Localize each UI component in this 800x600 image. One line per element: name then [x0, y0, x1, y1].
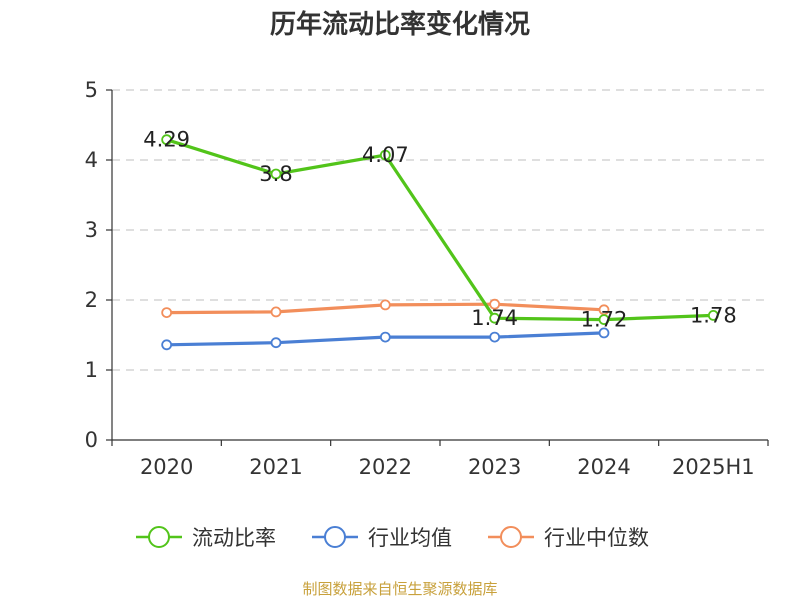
data-point[interactable]	[161, 307, 173, 319]
legend-marker	[148, 526, 170, 548]
y-tick-label: 5	[85, 78, 98, 102]
data-point[interactable]	[270, 306, 282, 318]
data-point[interactable]	[489, 331, 501, 343]
x-tick-label: 2022	[359, 455, 412, 479]
y-tick-label: 3	[85, 218, 98, 242]
y-tick-label: 1	[85, 358, 98, 382]
chart-title: 历年流动比率变化情况	[269, 10, 530, 40]
data-point[interactable]	[379, 149, 391, 161]
data-label: 1.74	[471, 306, 518, 330]
legend-marker	[324, 526, 346, 548]
y-tick-label: 4	[85, 148, 98, 172]
data-label: 1.72	[581, 308, 628, 332]
axes: 0 1 2 3 4 5 2020 2021 2022 2023 2024 2025H1	[85, 78, 769, 479]
data-point[interactable]	[598, 314, 610, 326]
y-tick-label: 0	[85, 428, 98, 452]
legend-label: 行业中位数	[544, 526, 649, 550]
data-labels: 4.29 3.8 4.07 1.74 1.72 1.78	[143, 128, 736, 332]
data-point[interactable]	[161, 339, 173, 351]
grid-lines	[112, 89, 768, 371]
legend-item[interactable]: 流动比率	[136, 526, 276, 550]
data-point[interactable]	[161, 134, 173, 146]
x-tick-label: 2021	[249, 455, 302, 479]
data-label: 4.07	[362, 143, 409, 167]
data-point[interactable]	[707, 309, 719, 321]
data-point[interactable]	[489, 298, 501, 310]
data-label: 1.78	[690, 303, 737, 327]
data-label: 4.29	[143, 128, 190, 152]
legend-item[interactable]: 行业均值	[312, 526, 452, 550]
legend-item[interactable]: 行业中位数	[488, 526, 649, 550]
legend-label: 行业均值	[368, 526, 452, 550]
data-point[interactable]	[598, 327, 610, 339]
series-line-0	[166, 138, 714, 322]
source-note: 制图数据来自恒生聚源数据库	[302, 580, 498, 598]
x-tick-label: 2024	[577, 455, 630, 479]
data-point[interactable]	[489, 312, 501, 324]
data-label: 3.8	[259, 162, 292, 186]
data-point[interactable]	[270, 337, 282, 349]
series-lines	[161, 134, 719, 351]
data-point[interactable]	[379, 299, 391, 311]
legend[interactable]: 流动比率 行业均值 行业中位数	[136, 526, 649, 550]
x-tick-label: 2025H1	[672, 455, 755, 479]
legend-label: 流动比率	[192, 526, 276, 550]
data-point[interactable]	[270, 168, 282, 180]
x-tick-label: 2020	[140, 455, 193, 479]
y-tick-label: 2	[85, 288, 98, 312]
data-point[interactable]	[379, 331, 391, 343]
x-tick-label: 2023	[468, 455, 521, 479]
legend-marker	[500, 526, 522, 548]
